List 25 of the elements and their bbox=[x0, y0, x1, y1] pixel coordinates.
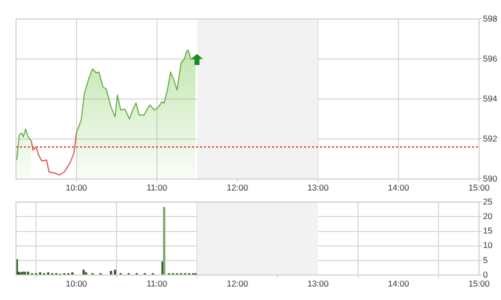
x-tick-label: 10:00 bbox=[66, 278, 88, 288]
x-tick-label: 12:00 bbox=[226, 278, 248, 288]
y-tick-label: 5 bbox=[483, 254, 488, 265]
x-tick-label: 15:00 bbox=[468, 182, 490, 192]
y-tick-label: 590 bbox=[483, 173, 498, 184]
bar bbox=[82, 270, 85, 275]
x-tick-label: 13:00 bbox=[307, 182, 329, 192]
x-tick-label: 10:00 bbox=[66, 182, 88, 192]
x-tick-label: 11:00 bbox=[146, 278, 168, 288]
y-tick-label: 592 bbox=[483, 133, 498, 144]
x-tick-label: 14:00 bbox=[388, 182, 410, 192]
y-tick-label: 596 bbox=[483, 53, 498, 64]
y-tick-label: 598 bbox=[483, 13, 498, 24]
x-tick-label: 14:00 bbox=[388, 278, 410, 288]
x-tick-label: 12:00 bbox=[226, 182, 248, 192]
y-tick-label: 25 bbox=[483, 196, 493, 206]
y-tick-label: 594 bbox=[483, 93, 498, 104]
y-tick-label: 0 bbox=[483, 269, 488, 280]
y-tick-label: 15 bbox=[483, 226, 493, 236]
y-tick-label: 10 bbox=[483, 240, 493, 250]
x-tick-label: 11:00 bbox=[146, 182, 168, 192]
y-tick-label: 20 bbox=[483, 211, 493, 222]
bar bbox=[163, 207, 166, 275]
x-tick-label: 13:00 bbox=[307, 278, 329, 288]
x-tick-label: 15:00 bbox=[468, 278, 490, 288]
